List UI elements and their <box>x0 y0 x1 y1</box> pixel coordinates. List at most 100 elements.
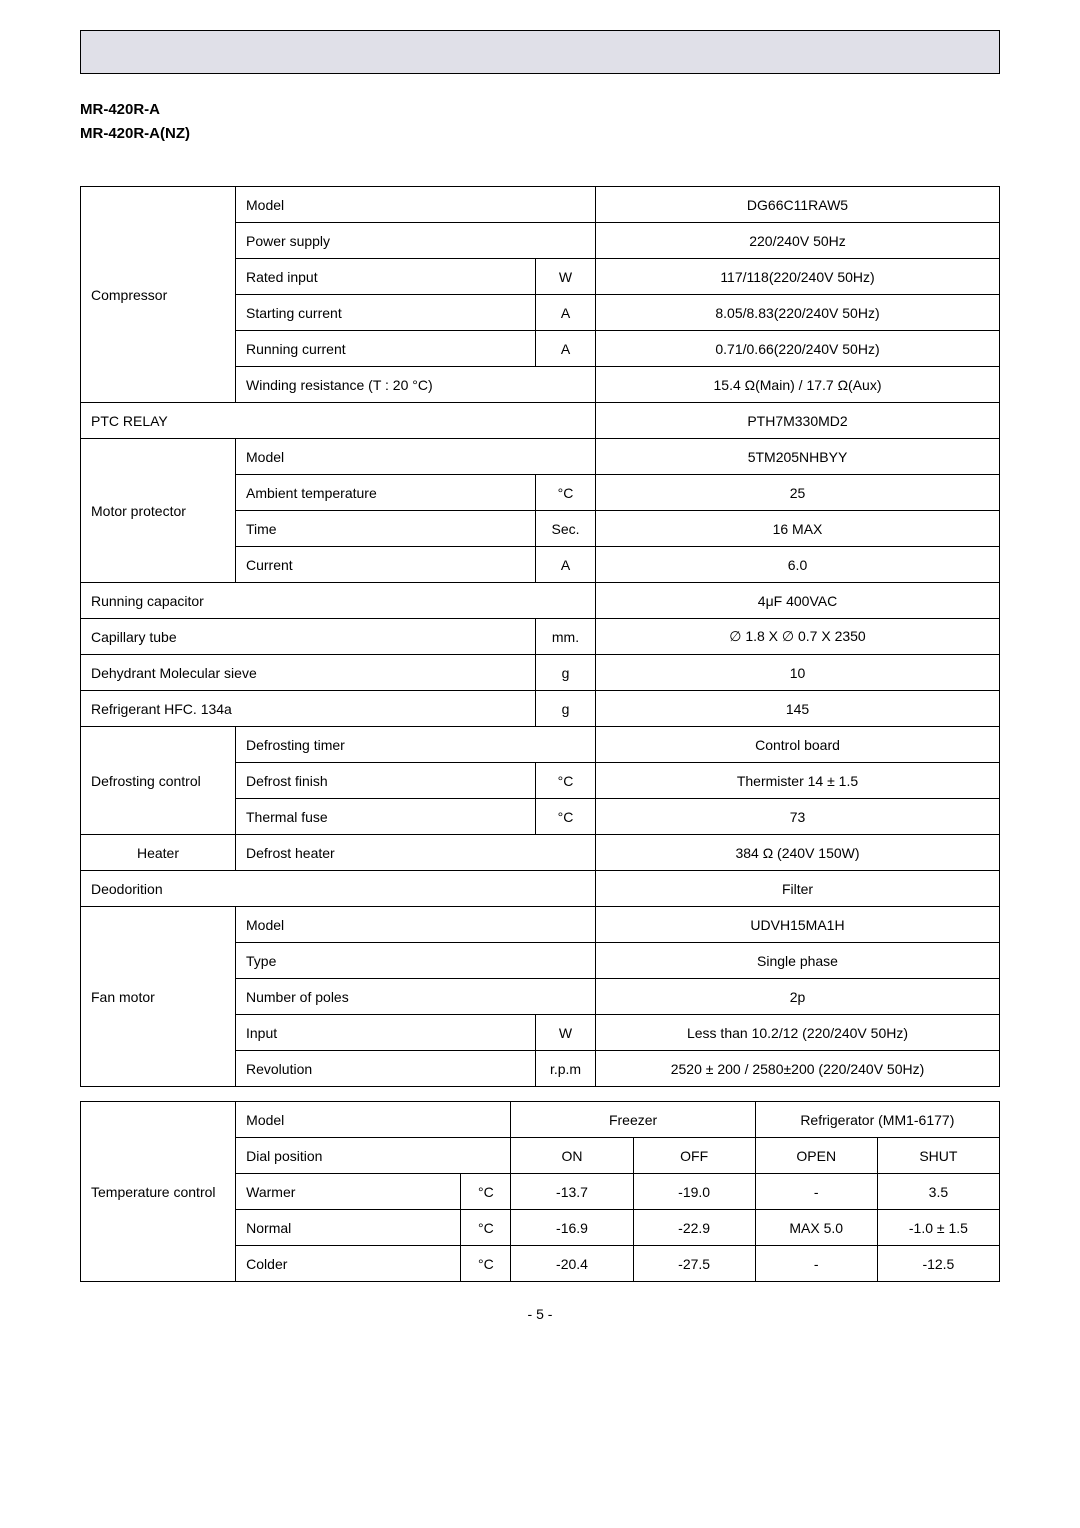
mp-current-value: 6.0 <box>596 547 1000 583</box>
power-supply-label: Power supply <box>236 223 596 259</box>
refrigerant-value: 145 <box>596 691 1000 727</box>
mp-time-unit: Sec. <box>536 511 596 547</box>
tc-colder-shut: -12.5 <box>877 1246 999 1282</box>
defrost-heater-label: Defrost heater <box>236 835 596 871</box>
tc-warmer-off: -19.0 <box>633 1174 755 1210</box>
mp-time-value: 16 MAX <box>596 511 1000 547</box>
model-line-1: MR-420R-A <box>80 98 1000 122</box>
mp-ambient-label: Ambient temperature <box>236 475 536 511</box>
model-labels: MR-420R-A MR-420R-A(NZ) <box>80 98 1000 146</box>
compressor-label: Compressor <box>81 187 236 403</box>
rated-input-unit: W <box>536 259 596 295</box>
table-row: Temperature control Model Freezer Refrig… <box>81 1102 1000 1138</box>
tc-normal-shut: -1.0 ± 1.5 <box>877 1210 999 1246</box>
thermal-fuse-value: 73 <box>596 799 1000 835</box>
defrost-timer-label: Defrosting timer <box>236 727 596 763</box>
table-row: Capillary tube mm. ∅ 1.8 X ∅ 0.7 X 2350 <box>81 619 1000 655</box>
mp-ambient-unit: °C <box>536 475 596 511</box>
capillary-unit: mm. <box>536 619 596 655</box>
fan-motor-label: Fan motor <box>81 907 236 1087</box>
temp-control-table: Temperature control Model Freezer Refrig… <box>80 1101 1000 1282</box>
mp-model-value: 5TM205NHBYY <box>596 439 1000 475</box>
tc-colder-unit: °C <box>461 1246 511 1282</box>
fm-poles-value: 2p <box>596 979 1000 1015</box>
tc-shut-label: SHUT <box>877 1138 999 1174</box>
dehydrant-value: 10 <box>596 655 1000 691</box>
table-row: Running capacitor 4μF 400VAC <box>81 583 1000 619</box>
tc-freezer-label: Freezer <box>511 1102 755 1138</box>
tc-normal-off: -22.9 <box>633 1210 755 1246</box>
heater-value: 384 Ω (240V 150W) <box>596 835 1000 871</box>
dehydrant-unit: g <box>536 655 596 691</box>
compressor-model-label: Model <box>236 187 596 223</box>
fm-revolution-value: 2520 ± 200 / 2580±200 (220/240V 50Hz) <box>596 1051 1000 1087</box>
tc-normal-label: Normal <box>236 1210 461 1246</box>
table-row: Motor protector Model 5TM205NHBYY <box>81 439 1000 475</box>
rated-input-label: Rated input <box>236 259 536 295</box>
table-row: Refrigerant HFC. 134a g 145 <box>81 691 1000 727</box>
defrost-finish-value: Thermister 14 ± 1.5 <box>596 763 1000 799</box>
motor-protector-label: Motor protector <box>81 439 236 583</box>
refrigerant-label: Refrigerant HFC. 134a <box>81 691 536 727</box>
table-row: Defrosting control Defrosting timer Cont… <box>81 727 1000 763</box>
capillary-value: ∅ 1.8 X ∅ 0.7 X 2350 <box>596 619 1000 655</box>
mp-current-unit: A <box>536 547 596 583</box>
heater-label: Heater <box>81 835 236 871</box>
tc-warmer-open: - <box>755 1174 877 1210</box>
tc-on-label: ON <box>511 1138 633 1174</box>
power-supply-value: 220/240V 50Hz <box>596 223 1000 259</box>
page-footer: - 5 - <box>80 1306 1000 1322</box>
starting-current-label: Starting current <box>236 295 536 331</box>
tc-warmer-unit: °C <box>461 1174 511 1210</box>
running-current-label: Running current <box>236 331 536 367</box>
mp-model-label: Model <box>236 439 596 475</box>
table-row: Heater Defrost heater 384 Ω (240V 150W) <box>81 835 1000 871</box>
running-current-value: 0.71/0.66(220/240V 50Hz) <box>596 331 1000 367</box>
rated-input-value: 117/118(220/240V 50Hz) <box>596 259 1000 295</box>
tc-colder-label: Colder <box>236 1246 461 1282</box>
model-line-2: MR-420R-A(NZ) <box>80 122 1000 146</box>
compressor-model-value: DG66C11RAW5 <box>596 187 1000 223</box>
mp-ambient-value: 25 <box>596 475 1000 511</box>
refrigerant-unit: g <box>536 691 596 727</box>
fm-model-value: UDVH15MA1H <box>596 907 1000 943</box>
fm-input-label: Input <box>236 1015 536 1051</box>
tc-colder-off: -27.5 <box>633 1246 755 1282</box>
fm-input-value: Less than 10.2/12 (220/240V 50Hz) <box>596 1015 1000 1051</box>
fm-poles-label: Number of poles <box>236 979 596 1015</box>
table-row: Compressor Model DG66C11RAW5 <box>81 187 1000 223</box>
tc-warmer-label: Warmer <box>236 1174 461 1210</box>
specs-table: Compressor Model DG66C11RAW5 Power suppl… <box>80 186 1000 1087</box>
fm-revolution-unit: r.p.m <box>536 1051 596 1087</box>
defrost-finish-label: Defrost finish <box>236 763 536 799</box>
starting-current-unit: A <box>536 295 596 331</box>
tc-dial-label: Dial position <box>236 1138 511 1174</box>
tc-colder-open: - <box>755 1246 877 1282</box>
mp-current-label: Current <box>236 547 536 583</box>
tc-colder-on: -20.4 <box>511 1246 633 1282</box>
tc-normal-unit: °C <box>461 1210 511 1246</box>
fm-type-value: Single phase <box>596 943 1000 979</box>
fm-revolution-label: Revolution <box>236 1051 536 1087</box>
table-row: Fan motor Model UDVH15MA1H <box>81 907 1000 943</box>
running-current-unit: A <box>536 331 596 367</box>
running-cap-label: Running capacitor <box>81 583 596 619</box>
fm-model-label: Model <box>236 907 596 943</box>
temp-control-label: Temperature control <box>81 1102 236 1282</box>
deodorition-label: Deodorition <box>81 871 596 907</box>
tc-normal-open: MAX 5.0 <box>755 1210 877 1246</box>
dehydrant-label: Dehydrant Molecular sieve <box>81 655 536 691</box>
tc-warmer-shut: 3.5 <box>877 1174 999 1210</box>
thermal-fuse-label: Thermal fuse <box>236 799 536 835</box>
tc-model-label: Model <box>236 1102 511 1138</box>
tc-open-label: OPEN <box>755 1138 877 1174</box>
ptc-relay-value: PTH7M330MD2 <box>596 403 1000 439</box>
thermal-fuse-unit: °C <box>536 799 596 835</box>
tc-off-label: OFF <box>633 1138 755 1174</box>
starting-current-value: 8.05/8.83(220/240V 50Hz) <box>596 295 1000 331</box>
ptc-relay-label: PTC RELAY <box>81 403 596 439</box>
defrost-finish-unit: °C <box>536 763 596 799</box>
defrost-control-label: Defrosting control <box>81 727 236 835</box>
tc-normal-on: -16.9 <box>511 1210 633 1246</box>
defrost-timer-value: Control board <box>596 727 1000 763</box>
